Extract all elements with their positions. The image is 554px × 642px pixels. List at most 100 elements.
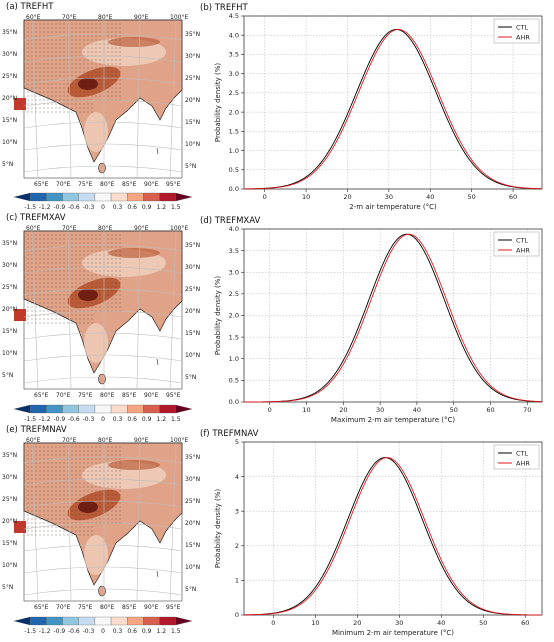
colorbar-segment bbox=[127, 616, 144, 626]
y-tick-label: 1.0 bbox=[229, 147, 239, 155]
colorbar-segment bbox=[94, 192, 112, 202]
colorbar-tick-label: -0.9 bbox=[53, 628, 65, 635]
colorbar-tick-label: -0.6 bbox=[68, 628, 80, 635]
west-edge-shading bbox=[14, 309, 26, 321]
colorbar-segment bbox=[94, 616, 112, 626]
top-lon-label: 90°E bbox=[134, 14, 149, 21]
significance-stipple bbox=[27, 234, 121, 324]
y-tick-label: 0.5 bbox=[229, 166, 239, 174]
right-lat-label: 10°N bbox=[185, 141, 200, 148]
x-tick-label: 40 bbox=[437, 619, 445, 627]
right-lat-label: 20°N bbox=[185, 97, 200, 104]
left-lat-label: 10°N bbox=[2, 562, 17, 569]
series-line-ctl bbox=[244, 233, 543, 403]
colorbar-a: -1.5 -1.2 -0.9 -0.6 -0.3 0 0.3 0.6 0.9 1.2 1.5 bbox=[13, 192, 193, 211]
right-lat-label: 20°N bbox=[185, 520, 200, 527]
bottom-lon-label: 65°E bbox=[34, 604, 49, 611]
ridge-shading bbox=[108, 248, 160, 258]
west-edge-shading bbox=[14, 98, 26, 110]
right-lat-label: 30°N bbox=[185, 476, 200, 483]
colorbar-segment bbox=[78, 404, 96, 414]
y-axis-label: Probability density (%) bbox=[214, 489, 222, 569]
top-lon-label: 90°E bbox=[134, 225, 149, 232]
colorbar-segment bbox=[62, 404, 79, 414]
top-lon-label: 70°E bbox=[62, 14, 77, 21]
colorbar-segment bbox=[78, 616, 96, 626]
y-tick-label: 3 bbox=[235, 507, 239, 515]
left-lat-label: 20°N bbox=[2, 95, 17, 102]
top-lon-label: 60°E bbox=[26, 437, 41, 444]
right-lat-label: 5°N bbox=[185, 586, 196, 593]
series-line-ctl bbox=[243, 29, 543, 190]
left-lat-label: 30°N bbox=[2, 262, 17, 269]
bottom-lon-label: 70°E bbox=[56, 392, 71, 399]
chart-title: (d) TREFMXAV bbox=[200, 216, 261, 226]
left-lat-label: 20°N bbox=[2, 518, 17, 525]
islet bbox=[156, 570, 159, 578]
colorbar-tick-label: -0.3 bbox=[83, 204, 95, 211]
left-lat-label: 30°N bbox=[2, 474, 17, 481]
bottom-lon-label: 90°E bbox=[144, 392, 159, 399]
pdf-chart-d: (d) TREFMXAV 0 10 20 30 40 50 60 70 0.0 0.5 1.0 1.5 2… bbox=[200, 216, 543, 424]
y-tick-label: 4.0 bbox=[229, 31, 239, 39]
colorbar-e: -1.5 -1.2 -0.9 -0.6 -0.3 0 0.3 0.6 0.9 1.2 1.5 bbox=[13, 616, 193, 635]
colorbar-segment bbox=[13, 404, 31, 414]
colorbar-segment bbox=[13, 192, 31, 202]
y-tick-label: 2 bbox=[235, 542, 239, 550]
right-lat-label: 15°N bbox=[185, 330, 200, 337]
top-lon-label: 80°E bbox=[98, 14, 113, 21]
colorbar-segment bbox=[127, 192, 144, 202]
map-panel-c: 60°E 70°E 80°E 90°E 100°E 65°E 70°E 75°E 80°E 85°… bbox=[2, 225, 200, 399]
y-tick-label: 3.5 bbox=[229, 247, 239, 255]
legend-label: CTL bbox=[516, 23, 529, 31]
colorbar-segment bbox=[94, 404, 112, 414]
colorbar-segment bbox=[159, 616, 176, 626]
x-tick-label: 20 bbox=[353, 619, 361, 627]
legend-label: AHR bbox=[516, 33, 530, 41]
x-axis-label: 2-m air temperature (°C) bbox=[349, 203, 437, 211]
island bbox=[98, 162, 106, 174]
left-lat-label: 30°N bbox=[2, 51, 17, 58]
right-lat-label: 25°N bbox=[185, 498, 200, 505]
series-line-ahr bbox=[243, 457, 542, 616]
y-tick-label: 2.5 bbox=[229, 89, 239, 97]
series-line-ahr bbox=[243, 233, 543, 403]
y-tick-label: 3.5 bbox=[229, 51, 239, 59]
x-tick-label: 20 bbox=[343, 193, 351, 201]
colorbar-segment bbox=[46, 192, 63, 202]
colorbar-segment bbox=[62, 192, 79, 202]
colorbar-segment bbox=[127, 404, 144, 414]
legend-box bbox=[493, 18, 540, 44]
pdf-chart-f: (f) TREFMNAV 0 10 20 30 40 50 60 0 1 2 3 4 5 Minimum 2… bbox=[200, 429, 543, 637]
colorbar-tick-label: 0.6 bbox=[127, 416, 137, 423]
left-lat-label: 25°N bbox=[2, 73, 17, 80]
bottom-lon-label: 80°E bbox=[100, 604, 115, 611]
peninsula-shading bbox=[84, 323, 108, 363]
colorbar-segment bbox=[30, 192, 47, 202]
x-tick-label: 10 bbox=[311, 619, 319, 627]
y-tick-label: 5 bbox=[235, 438, 239, 446]
bottom-lon-label: 90°E bbox=[144, 181, 159, 188]
left-lat-label: 10°N bbox=[2, 139, 17, 146]
top-lon-label: 100°E bbox=[170, 437, 188, 444]
colorbar-tick-label: 0.9 bbox=[142, 628, 152, 635]
x-tick-label: 20 bbox=[339, 406, 347, 414]
x-tick-label: 50 bbox=[467, 193, 475, 201]
ridge-shading bbox=[108, 37, 160, 47]
chart-grid bbox=[244, 441, 542, 616]
legend-label: CTL bbox=[516, 236, 529, 244]
right-lat-label: 35°N bbox=[185, 454, 200, 461]
y-tick-label: 1.5 bbox=[229, 128, 239, 136]
left-lat-label: 10°N bbox=[2, 350, 17, 357]
right-lat-label: 35°N bbox=[185, 242, 200, 249]
plot-frame bbox=[243, 15, 543, 190]
colorbar-segment bbox=[30, 616, 47, 626]
top-lon-label: 100°E bbox=[170, 14, 188, 21]
colorbar-tick-label: 1.2 bbox=[156, 416, 166, 423]
bottom-lon-label: 85°E bbox=[122, 181, 137, 188]
top-lon-label: 80°E bbox=[98, 437, 113, 444]
y-tick-label: 0 bbox=[235, 611, 239, 619]
x-axis-label: Minimum 2-m air temperature (°C) bbox=[332, 629, 454, 637]
colorbar-tick-label: -1.2 bbox=[39, 628, 51, 635]
right-lat-label: 25°N bbox=[185, 286, 200, 293]
